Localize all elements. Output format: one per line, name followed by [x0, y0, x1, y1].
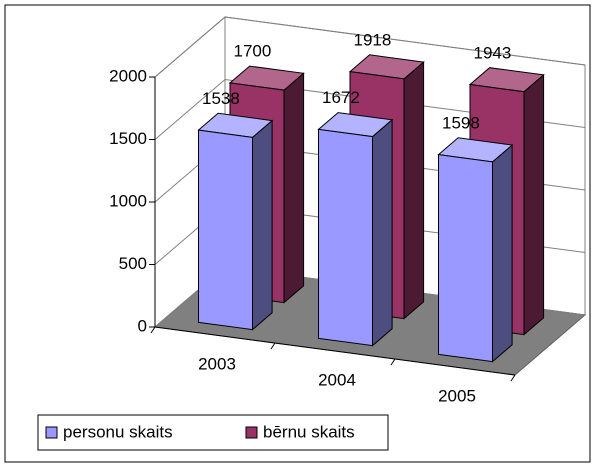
value-label: 1598	[442, 113, 480, 132]
x-tick-label: 2004	[318, 370, 356, 389]
value-label: 1918	[353, 30, 391, 49]
x-tick	[150, 326, 156, 334]
y-tick-label: 1500	[109, 129, 147, 148]
bar-side	[283, 72, 305, 304]
bar-side	[492, 144, 513, 363]
bar	[197, 112, 274, 331]
x-tick	[510, 374, 516, 382]
bar-front	[438, 154, 493, 363]
bar-side	[403, 61, 425, 320]
value-label: 1943	[473, 43, 511, 62]
bar-front	[198, 129, 253, 331]
value-label: 1700	[233, 42, 271, 61]
legend-swatch	[45, 426, 58, 439]
legend-label: personu skaits	[63, 422, 173, 441]
y-tick-label: 500	[119, 254, 147, 273]
x-tick-label: 2003	[198, 354, 236, 373]
bar-side	[523, 73, 545, 336]
y-tick-label: 0	[138, 316, 147, 335]
bar-side	[372, 118, 393, 347]
bar	[317, 112, 394, 347]
bar-side	[252, 119, 273, 331]
x-axis	[154, 326, 516, 376]
value-label: 1538	[202, 89, 240, 108]
x-tick	[270, 342, 276, 350]
bar	[437, 137, 514, 363]
y-tick-label: 1000	[109, 191, 147, 210]
grid-line	[154, 78, 586, 140]
value-label: 1672	[322, 88, 360, 107]
grid-line	[154, 16, 586, 78]
legend-swatch	[245, 426, 258, 439]
x-tick-label: 2005	[438, 386, 476, 405]
legend-box	[37, 414, 389, 451]
x-tick	[390, 358, 396, 366]
y-tick-label: 2000	[109, 66, 147, 85]
bar-front	[318, 128, 373, 347]
legend-label: bērnu skaits	[263, 422, 355, 441]
